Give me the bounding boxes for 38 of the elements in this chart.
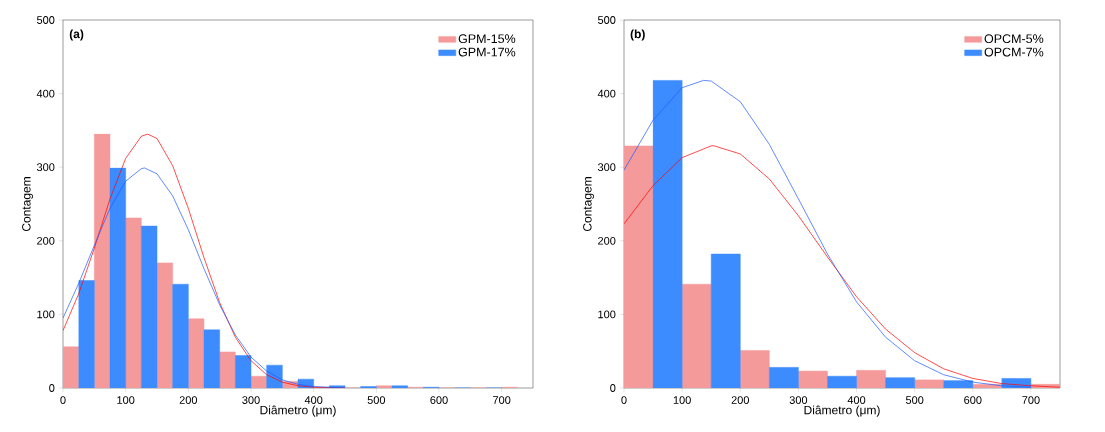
y-tick-label: 300 <box>597 163 616 172</box>
x-tick-label: 400 <box>847 396 866 404</box>
y-tick-label: 300 <box>36 163 55 172</box>
y-tick-label: 0 <box>49 384 55 392</box>
y-axis-title: Contagem <box>22 177 33 232</box>
x-tick-label: 300 <box>242 396 260 404</box>
x-tick-label: 500 <box>905 396 924 404</box>
x-axis-title: Diâmetro (μm) <box>804 405 880 417</box>
x-tick-label: 700 <box>1022 396 1040 404</box>
y-tick-label: 100 <box>37 310 55 319</box>
x-tick-label: 100 <box>117 396 135 404</box>
y-tick-label: 400 <box>597 89 616 98</box>
x-axis-title: Diâmetro (μm) <box>260 405 336 417</box>
x-tick-label: 700 <box>493 396 511 404</box>
x-tick-label: 0 <box>621 396 627 404</box>
text: (b) <box>630 29 645 41</box>
x-tick-label: 400 <box>304 396 323 404</box>
x-tick-label: 0 <box>60 396 66 404</box>
legend-label: OPCM-5% <box>984 34 1044 44</box>
y-tick-label: 200 <box>37 236 55 245</box>
x-tick-label: 600 <box>964 396 982 404</box>
x-tick-label: 200 <box>179 396 198 404</box>
legend-label: GPM-17% <box>458 47 516 57</box>
y-tick-label: 400 <box>36 89 55 98</box>
y-tick-label: 100 <box>598 310 616 319</box>
y-tick-label: 500 <box>36 16 55 24</box>
y-tick-label: 500 <box>597 16 616 24</box>
x-tick-label: 300 <box>789 396 808 404</box>
y-axis-title: Contagem <box>583 177 594 232</box>
x-tick-label: 100 <box>673 396 691 404</box>
text: (a) <box>69 29 84 41</box>
y-tick-label: 0 <box>610 384 616 392</box>
legend-label: OPCM-7% <box>984 47 1044 57</box>
y-tick-label: 200 <box>598 236 616 245</box>
legend-label: GPM-15% <box>458 34 516 44</box>
x-tick-label: 600 <box>430 396 448 404</box>
x-tick-label: 200 <box>731 396 750 404</box>
x-tick-label: 500 <box>367 396 386 404</box>
